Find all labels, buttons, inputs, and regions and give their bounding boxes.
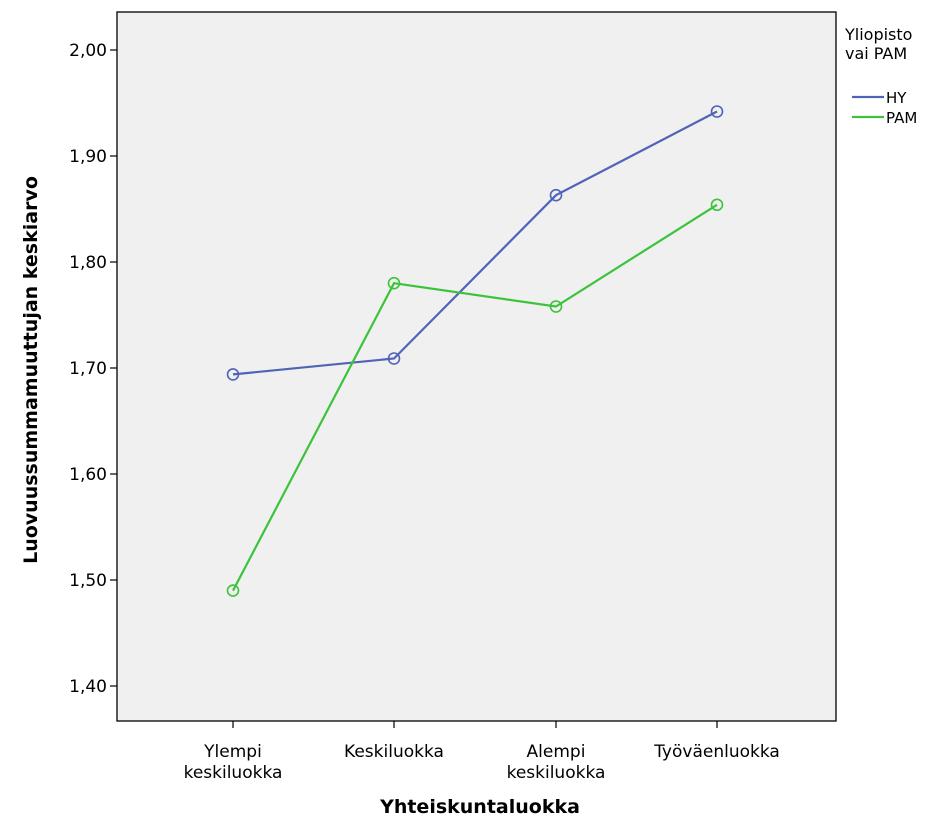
x-tick-label: Keskiluokka [344, 742, 444, 762]
legend-item-hy: HY [852, 89, 907, 107]
legend-title-line: Yliopisto [844, 25, 912, 44]
legend-title-line: vai PAM [845, 44, 907, 63]
y-axis: 1,40 1,50 1,60 1,70 1,80 1,90 2,00 [69, 41, 117, 697]
data-point-pam [226, 584, 240, 597]
y-tick-label: 1,60 [69, 465, 107, 485]
y-tick-label: 1,50 [69, 571, 107, 591]
data-point-hy [226, 368, 240, 381]
legend-item-pam: PAM [852, 109, 917, 127]
series-pam [226, 198, 724, 597]
y-tick-label: 1,80 [69, 253, 107, 273]
x-tick-label-line: Ylempi [203, 742, 262, 762]
series-hy [226, 105, 724, 381]
x-tick-label: Työväenluokka [653, 742, 780, 762]
series-line-hy [232, 110, 718, 376]
series-layer [226, 105, 724, 597]
y-tick-label: 1,70 [69, 359, 107, 379]
legend-label: PAM [886, 109, 917, 127]
data-point-pam [387, 276, 401, 290]
plot-area [116, 11, 837, 722]
data-point-pam [710, 198, 724, 212]
data-point-hy [710, 105, 724, 118]
y-tick-label: 2,00 [69, 41, 107, 61]
x-tick-label-line: keskiluokka [507, 763, 606, 783]
x-tick-label-line: Alempi [527, 742, 586, 762]
data-point-hy [387, 352, 401, 365]
x-tick-label: Alempi keskiluokka [507, 742, 606, 783]
x-tick-label: Ylempi keskiluokka [184, 742, 283, 783]
data-point-hy [549, 188, 563, 202]
series-line-pam [232, 203, 718, 592]
y-axis-title: Luovuussummamuuttujan keskiarvo [20, 176, 42, 564]
legend: Yliopisto vai PAM HY PAM [844, 25, 917, 127]
x-tick-label-line: Työväenluokka [653, 742, 780, 762]
x-axis-title: Yhteiskuntaluokka [379, 796, 580, 818]
data-point-pam [549, 300, 563, 313]
y-tick-label: 1,40 [69, 677, 107, 697]
y-tick-label: 1,90 [69, 147, 107, 167]
x-tick-label-line: Keskiluokka [344, 742, 444, 762]
legend-label: HY [886, 89, 907, 107]
legend-title: Yliopisto vai PAM [844, 25, 912, 63]
x-tick-label-line: keskiluokka [184, 763, 283, 783]
